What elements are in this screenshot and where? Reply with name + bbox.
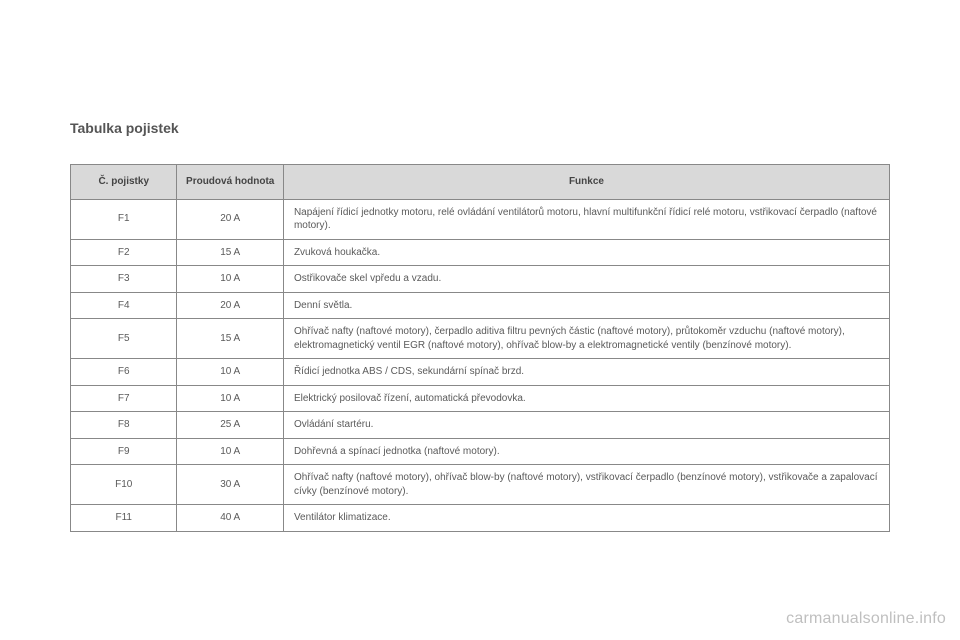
cell-rating: 20 A (177, 292, 283, 319)
table-row: F515 AOhřívač nafty (naftové motory), če… (71, 319, 890, 359)
cell-fuse-number: F10 (71, 465, 177, 505)
table-row: F710 AElektrický posilovač řízení, autom… (71, 385, 890, 412)
table-row: F1140 AVentilátor klimatizace. (71, 505, 890, 532)
table-row: F910 ADohřevná a spínací jednotka (nafto… (71, 438, 890, 465)
cell-rating: 15 A (177, 239, 283, 266)
cell-fuse-number: F6 (71, 359, 177, 386)
cell-rating: 10 A (177, 359, 283, 386)
table-header-row: Č. pojistky Proudová hodnota Funkce (71, 165, 890, 200)
cell-function: Elektrický posilovač řízení, automatická… (283, 385, 889, 412)
cell-rating: 10 A (177, 266, 283, 293)
table-row: F120 ANapájení řídicí jednotky motoru, r… (71, 199, 890, 239)
fuse-table: Č. pojistky Proudová hodnota Funkce F120… (70, 164, 890, 532)
table-body: F120 ANapájení řídicí jednotky motoru, r… (71, 199, 890, 531)
cell-rating: 25 A (177, 412, 283, 439)
cell-function: Napájení řídicí jednotky motoru, relé ov… (283, 199, 889, 239)
cell-function: Denní světla. (283, 292, 889, 319)
cell-function: Zvuková houkačka. (283, 239, 889, 266)
cell-function: Řídicí jednotka ABS / CDS, sekundární sp… (283, 359, 889, 386)
table-row: F825 AOvládání startéru. (71, 412, 890, 439)
cell-fuse-number: F3 (71, 266, 177, 293)
cell-rating: 30 A (177, 465, 283, 505)
cell-fuse-number: F4 (71, 292, 177, 319)
cell-fuse-number: F9 (71, 438, 177, 465)
col-header-fuse-number: Č. pojistky (71, 165, 177, 200)
cell-rating: 15 A (177, 319, 283, 359)
table-row: F215 AZvuková houkačka. (71, 239, 890, 266)
cell-function: Ohřívač nafty (naftové motory), čerpadlo… (283, 319, 889, 359)
cell-rating: 10 A (177, 438, 283, 465)
cell-function: Ovládání startéru. (283, 412, 889, 439)
page-title: Tabulka pojistek (70, 120, 890, 136)
cell-fuse-number: F2 (71, 239, 177, 266)
cell-function: Ventilátor klimatizace. (283, 505, 889, 532)
cell-fuse-number: F5 (71, 319, 177, 359)
col-header-function: Funkce (283, 165, 889, 200)
table-row: F420 ADenní světla. (71, 292, 890, 319)
cell-fuse-number: F1 (71, 199, 177, 239)
cell-function: Dohřevná a spínací jednotka (naftové mot… (283, 438, 889, 465)
cell-function: Ohřívač nafty (naftové motory), ohřívač … (283, 465, 889, 505)
col-header-rating: Proudová hodnota (177, 165, 283, 200)
table-row: F310 AOstřikovače skel vpředu a vzadu. (71, 266, 890, 293)
table-row: F1030 AOhřívač nafty (naftové motory), o… (71, 465, 890, 505)
table-row: F610 AŘídicí jednotka ABS / CDS, sekundá… (71, 359, 890, 386)
cell-fuse-number: F11 (71, 505, 177, 532)
cell-rating: 10 A (177, 385, 283, 412)
cell-fuse-number: F8 (71, 412, 177, 439)
cell-rating: 20 A (177, 199, 283, 239)
cell-function: Ostřikovače skel vpředu a vzadu. (283, 266, 889, 293)
cell-fuse-number: F7 (71, 385, 177, 412)
cell-rating: 40 A (177, 505, 283, 532)
watermark-text: carmanualsonline.info (786, 610, 946, 628)
